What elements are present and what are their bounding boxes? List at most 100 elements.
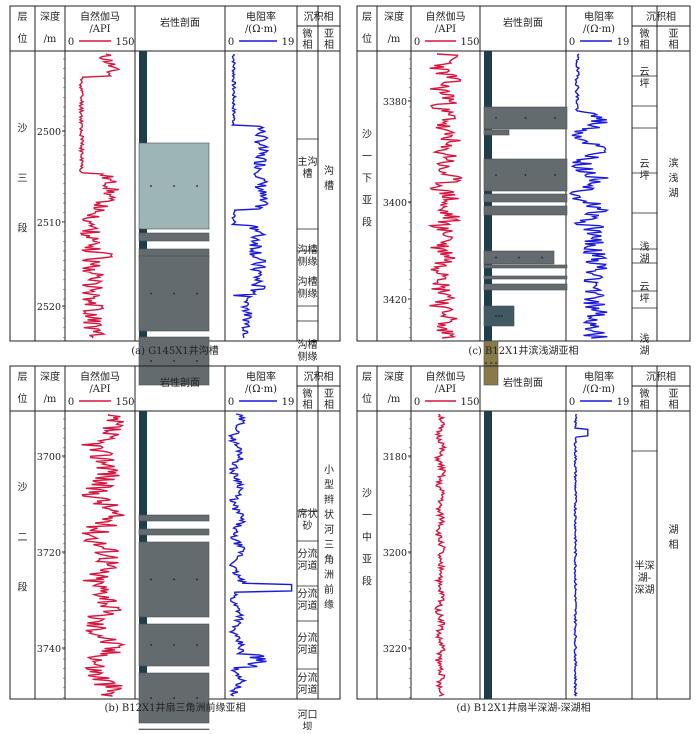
micro-facies-header: 微 <box>640 387 650 400</box>
depth-header: /m <box>44 394 57 405</box>
panel-caption: (c) B12X1井滨浅湖亚相 <box>468 344 578 357</box>
resistivity-curve <box>230 53 270 339</box>
gamma-header: 自然伽马 <box>426 10 466 23</box>
micro-facies-label: 河道 <box>298 559 318 572</box>
lithology-bed <box>138 528 210 536</box>
sub-facies-char: 浅 <box>669 172 679 185</box>
micro-facies-label: 侧缘 <box>298 350 318 363</box>
resistivity-scale-min: 0 <box>228 397 234 408</box>
depth-header: 深度 <box>40 10 60 23</box>
lithology-dot <box>196 292 198 295</box>
layer-name-char: 沙 <box>362 488 372 500</box>
sub-facies-char: 槽 <box>324 179 334 192</box>
layer-name-char: 一 <box>362 511 372 522</box>
layer-name-char: 一 <box>362 152 372 163</box>
sub-facies-header: 亚 <box>669 389 679 400</box>
lithology-bed <box>483 129 510 136</box>
depth-tick-label: 3200 <box>383 548 407 559</box>
lithology-dot <box>196 644 198 646</box>
micro-facies-label: 主沟 <box>298 155 318 168</box>
layer-header: 位 <box>18 392 28 405</box>
depth-tick-label: 2520 <box>37 302 61 313</box>
layer-header: 层 <box>362 371 372 383</box>
micro-facies-header: 相 <box>640 38 650 51</box>
sub-facies-char: 洲 <box>324 569 334 581</box>
micro-facies-label: 侧缘 <box>298 287 318 300</box>
micro-facies-header: 相 <box>303 398 313 411</box>
sub-facies-header: 亚 <box>324 389 334 400</box>
sub-facies-header: 亚 <box>324 29 334 40</box>
lithology-dot <box>554 174 556 176</box>
lithology-dot <box>518 256 520 259</box>
lithology-dot <box>150 292 152 295</box>
depth-tick-label: 3700 <box>37 452 61 463</box>
micro-facies-label: 沟槽 <box>298 338 318 351</box>
micro-facies-label: 分流 <box>298 587 318 600</box>
resistivity-scale-min: 0 <box>228 37 234 48</box>
panel-frame <box>356 365 691 700</box>
gamma-scale-min: 0 <box>68 397 74 408</box>
resistivity-curve <box>573 413 589 697</box>
gamma-scale-min: 0 <box>68 37 74 48</box>
depth-tick-label: 3380 <box>383 97 407 108</box>
resistivity-header: /(Ω·m) <box>245 384 277 395</box>
depth-header: /m <box>388 34 401 45</box>
lithology-bed <box>483 283 568 291</box>
depth-tick-label: 3180 <box>383 452 407 463</box>
lithology-header: 岩性剖面 <box>503 16 543 29</box>
resistivity-header: /(Ω·m) <box>245 24 277 35</box>
micro-facies-label: 湖 <box>640 345 650 357</box>
lithology-header: 岩性剖面 <box>160 16 200 29</box>
resistivity-scale-min: 0 <box>569 37 575 48</box>
layer-name-char: 段 <box>362 216 372 229</box>
lithology-bed <box>138 232 210 242</box>
micro-facies-label: 云 <box>640 67 650 78</box>
gamma-scale-min: 0 <box>414 397 420 408</box>
micro-facies-label: 坪 <box>640 169 650 182</box>
micro-facies-label: 坪 <box>640 77 650 90</box>
micro-facies-header: 微 <box>303 387 313 400</box>
layer-name-char: 亚 <box>362 555 372 566</box>
lithology-bed <box>483 264 568 269</box>
layer-name-char: 亚 <box>362 196 372 207</box>
sub-facies-char: 河 <box>324 524 334 536</box>
micro-facies-label: 坝 <box>303 721 313 730</box>
micro-facies-label: 沟槽 <box>298 275 318 288</box>
sub-facies-char: 滨 <box>669 157 679 170</box>
micro-facies-label: 席状 <box>298 507 318 520</box>
gamma-header: /API <box>89 24 110 35</box>
layer-name-char: 段 <box>18 222 28 235</box>
sub-facies-char: 角 <box>324 554 334 566</box>
lithology-dot <box>495 117 497 119</box>
lithology-dot <box>524 174 527 176</box>
resistivity-scale-min: 0 <box>569 397 575 408</box>
sub-facies-char: 小 <box>324 464 334 476</box>
depth-header: 深度 <box>40 370 60 383</box>
sub-facies-char: 相 <box>669 538 679 551</box>
resistivity-header: 电阻率 <box>246 370 276 383</box>
sub-facies-char: 沟 <box>324 164 334 177</box>
lithology-bed <box>138 514 210 522</box>
gamma-header: 自然伽马 <box>426 370 466 383</box>
resistivity-curve <box>568 53 610 339</box>
lithology-dot <box>501 315 503 317</box>
gamma-curve <box>81 414 126 697</box>
micro-facies-label: 云 <box>640 282 650 293</box>
micro-facies-header: 相 <box>303 38 313 51</box>
gamma-curve <box>77 53 121 339</box>
sedimentary-facies-header: 沉积相 <box>646 370 676 383</box>
gamma-header: /API <box>89 384 110 395</box>
depth-tick-label: 3740 <box>37 644 61 655</box>
sub-facies-header: 相 <box>324 38 334 51</box>
layer-header: 位 <box>362 392 372 405</box>
lithology-bed <box>483 205 568 216</box>
lithology-dot <box>554 117 556 119</box>
lithology-dot <box>485 362 487 364</box>
gamma-header: /API <box>435 384 456 395</box>
micro-facies-label: 深湖 <box>635 584 655 596</box>
lithology-dot <box>541 256 543 259</box>
lithology-dot <box>150 644 152 646</box>
